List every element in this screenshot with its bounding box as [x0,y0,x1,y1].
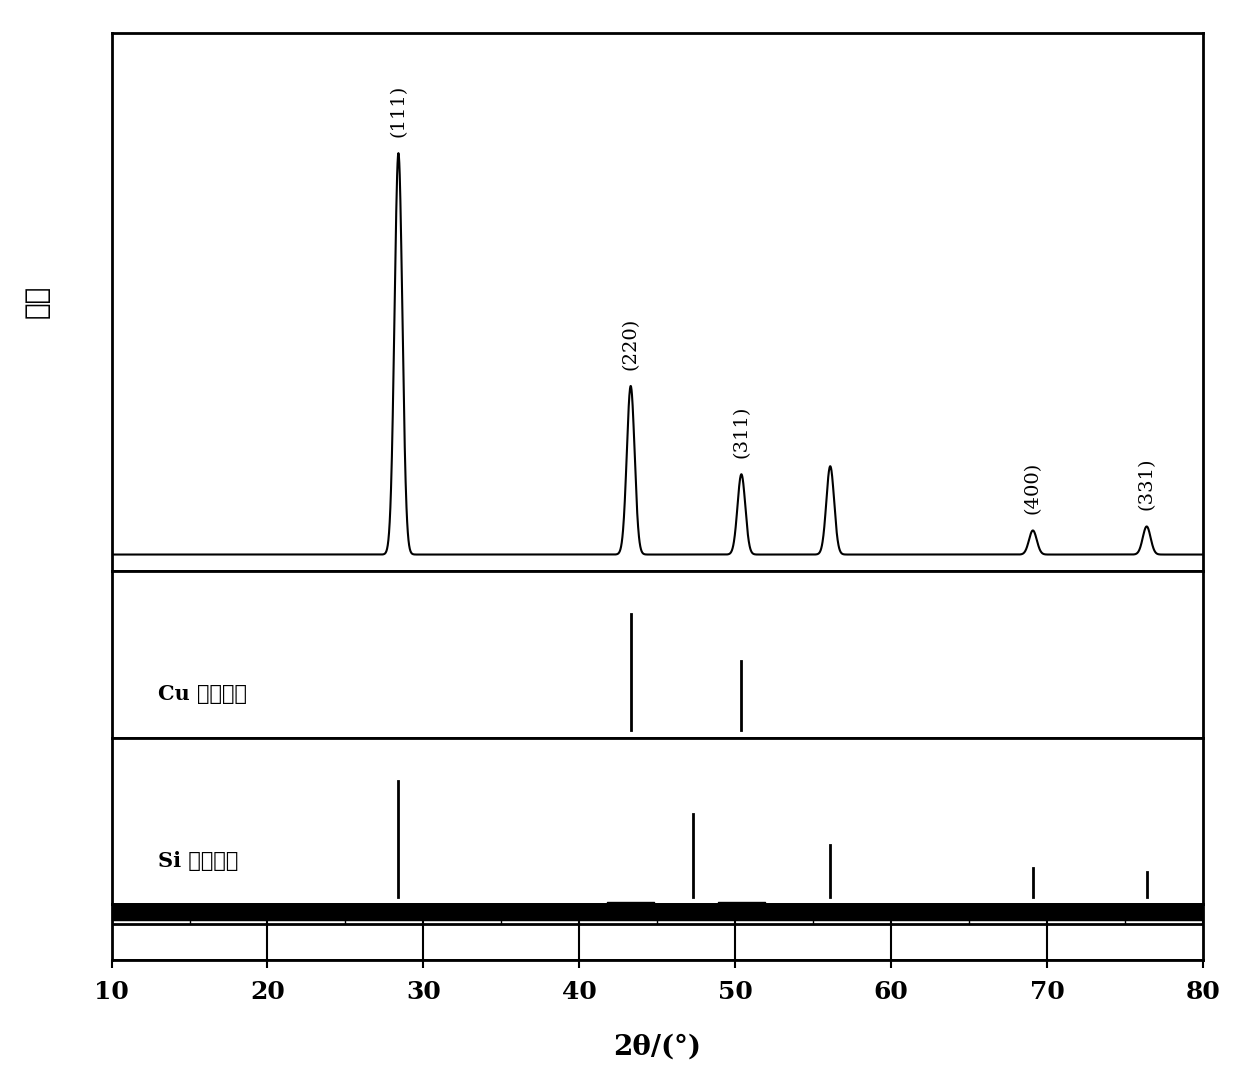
Text: (220): (220) [621,317,640,370]
Text: Si 标准卡片: Si 标准卡片 [159,851,239,871]
Text: (111): (111) [389,85,408,137]
Text: (400): (400) [1024,463,1042,514]
Text: 强度: 强度 [24,285,51,319]
Text: (311): (311) [733,406,750,458]
Text: Cu 标准卡片: Cu 标准卡片 [159,684,247,704]
Text: (331): (331) [1137,458,1156,511]
Text: 2θ/(°): 2θ/(°) [614,1034,701,1060]
